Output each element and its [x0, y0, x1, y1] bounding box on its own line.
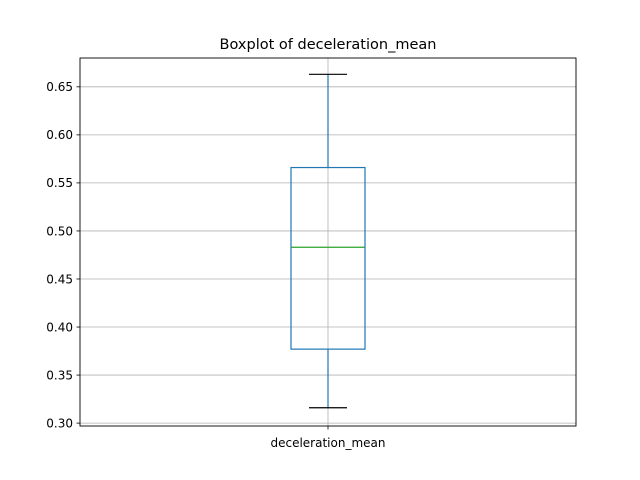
y-tick-label: 0.50: [46, 224, 73, 238]
y-tick-label: 0.35: [46, 368, 73, 382]
y-tick-label: 0.30: [46, 416, 73, 430]
y-tick-label: 0.40: [46, 320, 73, 334]
chart-title: Boxplot of deceleration_mean: [220, 37, 437, 53]
y-tick-label: 0.65: [46, 80, 73, 94]
y-tick-label: 0.55: [46, 176, 73, 190]
grid-lines: [80, 58, 576, 426]
y-tick-label: 0.45: [46, 272, 73, 286]
y-tick-label: 0.60: [46, 128, 73, 142]
iqr-box: [290, 166, 366, 350]
axes: 0.30 0.35 0.40 0.45 0.50 0.55 0.60 0.65 decelera…: [46, 57, 577, 450]
box-series: [290, 73, 366, 409]
x-category-label: deceleration_mean: [270, 436, 385, 450]
